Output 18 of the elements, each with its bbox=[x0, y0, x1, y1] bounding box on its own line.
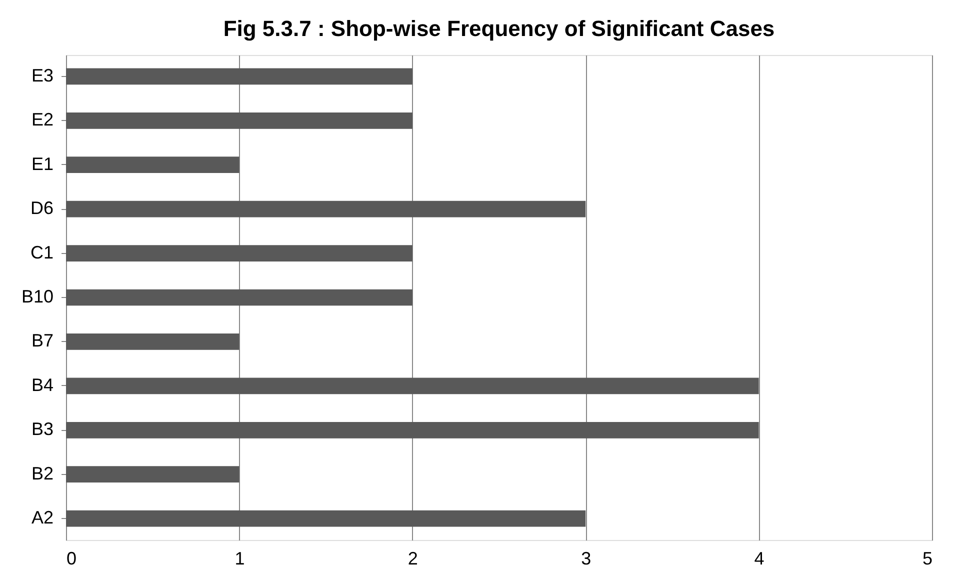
y-tick-label: C1 bbox=[30, 242, 54, 262]
x-tick-label: 0 bbox=[66, 548, 77, 568]
x-tick-label: 5 bbox=[922, 548, 932, 568]
x-tick-label: 3 bbox=[581, 548, 592, 568]
y-tick-label: A2 bbox=[31, 508, 54, 528]
x-tick-label: 4 bbox=[754, 548, 764, 568]
chart-title: Fig 5.3.7 : Shop-wise Frequency of Significant Cases bbox=[223, 16, 775, 41]
x-tick-label: 2 bbox=[408, 548, 418, 568]
y-tick-label: E2 bbox=[31, 110, 54, 130]
y-tick-label: B7 bbox=[31, 330, 54, 351]
y-tick-label: B4 bbox=[31, 374, 54, 395]
y-tick-label: D6 bbox=[30, 198, 54, 218]
y-tick-label: E1 bbox=[31, 154, 54, 174]
y-tick-label: B3 bbox=[31, 419, 54, 440]
y-tick-label: E3 bbox=[31, 65, 54, 86]
y-tick-label: B10 bbox=[21, 286, 54, 306]
y-tick-label: B2 bbox=[31, 463, 54, 484]
x-tick-label: 1 bbox=[234, 548, 245, 568]
